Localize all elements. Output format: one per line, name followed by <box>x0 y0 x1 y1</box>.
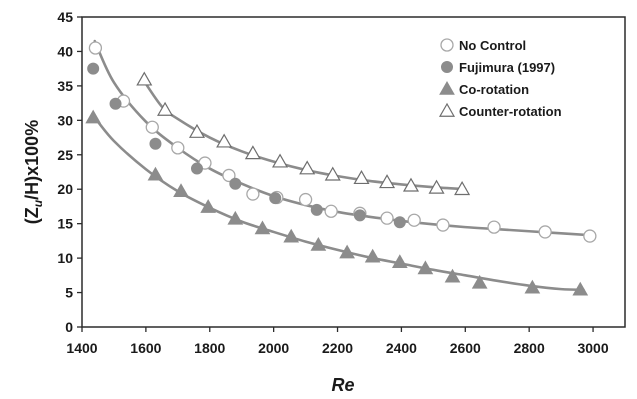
data-point-co-rotation <box>147 166 164 181</box>
trend-line <box>141 77 467 191</box>
x-axis-label: Re <box>331 375 354 395</box>
data-point-co-rotation <box>391 254 408 268</box>
data-point-no-control <box>298 192 313 207</box>
data-point-co-rotation <box>310 237 327 251</box>
legend-marker <box>439 80 455 95</box>
data-point-counter-rotation <box>402 177 420 192</box>
y-tick-label: 25 <box>57 147 73 163</box>
data-point-counter-rotation <box>353 169 370 185</box>
data-point-co-rotation <box>524 279 541 294</box>
data-point-counter-rotation <box>136 71 153 86</box>
legend-label: Counter-rotation <box>459 104 562 119</box>
data-point-co-rotation <box>283 228 300 243</box>
data-point-no-control <box>407 213 421 227</box>
x-tick-label: 1600 <box>130 340 161 356</box>
x-tick-label: 2200 <box>322 340 353 356</box>
legend-label: No Control <box>459 38 526 53</box>
data-point-co-rotation <box>200 199 217 213</box>
x-tick-label: 1400 <box>66 340 97 356</box>
data-point-counter-rotation <box>428 179 445 194</box>
x-tick-label: 1800 <box>194 340 225 356</box>
data-point-counter-rotation <box>157 101 174 116</box>
x-tick-label: 2600 <box>450 340 481 356</box>
y-tick-label: 30 <box>57 112 73 128</box>
data-point-fujimura-1997 <box>310 203 323 216</box>
legend-label: Co-rotation <box>459 82 529 97</box>
data-point-co-rotation <box>364 248 381 263</box>
data-point-counter-rotation <box>379 174 396 189</box>
data-point-co-rotation <box>254 220 271 235</box>
y-tick-label: 5 <box>65 285 73 301</box>
data-point-no-control <box>145 120 159 134</box>
data-point-co-rotation <box>173 183 189 198</box>
x-tick-label: 2400 <box>386 340 417 356</box>
data-point-counter-rotation <box>188 123 206 138</box>
data-point-no-control <box>246 187 260 201</box>
legend-marker <box>441 61 453 73</box>
data-point-no-control <box>222 168 236 183</box>
legend-marker <box>438 102 456 117</box>
data-point-fujimura-1997 <box>229 177 242 190</box>
tick-marks <box>77 16 594 332</box>
data-point-fujimura-1997 <box>149 137 162 150</box>
data-point-no-control <box>380 211 394 225</box>
y-tick-label: 0 <box>65 319 73 335</box>
data-point-co-rotation <box>471 274 488 289</box>
y-tick-label: 10 <box>57 250 73 266</box>
y-tick-label: 40 <box>57 43 73 59</box>
data-point-fujimura-1997 <box>393 216 406 229</box>
data-point-co-rotation <box>444 268 461 283</box>
data-point-no-control <box>436 218 450 232</box>
legend-label: Fujimura (1997) <box>459 60 555 75</box>
data-point-counter-rotation <box>299 160 316 175</box>
data-point-co-rotation <box>339 244 355 259</box>
data-points <box>85 41 597 296</box>
data-point-counter-rotation <box>216 133 233 148</box>
x-tick-label: 2800 <box>514 340 545 356</box>
y-tick-label: 20 <box>57 181 73 197</box>
data-point-co-rotation <box>572 281 589 296</box>
legend-marker <box>440 38 454 52</box>
data-point-counter-rotation <box>324 166 341 181</box>
legend: No Control Fujimura (1997) Co-rotation Coun… <box>438 38 562 119</box>
data-point-fujimura-1997 <box>353 209 366 222</box>
data-point-counter-rotation <box>244 145 261 160</box>
x-tick-labels: 1400 1600 1800 2000 2200 2400 2600 2800 3000 <box>66 340 608 356</box>
data-point-fujimura-1997 <box>109 97 122 110</box>
data-point-co-rotation <box>85 109 102 124</box>
y-tick-label: 15 <box>57 216 73 232</box>
plot-frame <box>81 16 626 328</box>
y-axis-label: (Zu/H)x100% <box>22 120 45 224</box>
data-point-fujimura-1997 <box>190 162 203 175</box>
trend-line <box>93 116 585 292</box>
data-point-no-control <box>487 220 501 234</box>
data-point-no-control <box>171 141 185 155</box>
data-point-fujimura-1997 <box>269 192 282 205</box>
data-point-counter-rotation <box>272 153 289 168</box>
data-point-no-control <box>583 229 597 243</box>
y-tick-labels: 0 5 10 15 20 25 30 35 40 45 <box>57 9 73 335</box>
data-point-co-rotation <box>417 260 434 275</box>
x-tick-label: 3000 <box>577 340 608 356</box>
x-tick-label: 2000 <box>258 340 289 356</box>
data-point-no-control <box>324 204 338 218</box>
data-point-counter-rotation <box>454 181 471 196</box>
data-point-fujimura-1997 <box>87 62 100 75</box>
data-point-co-rotation <box>227 210 244 225</box>
y-tick-label: 35 <box>57 78 73 94</box>
data-point-no-control <box>538 225 552 239</box>
data-point-no-control <box>88 41 103 55</box>
y-tick-label: 45 <box>57 9 73 25</box>
